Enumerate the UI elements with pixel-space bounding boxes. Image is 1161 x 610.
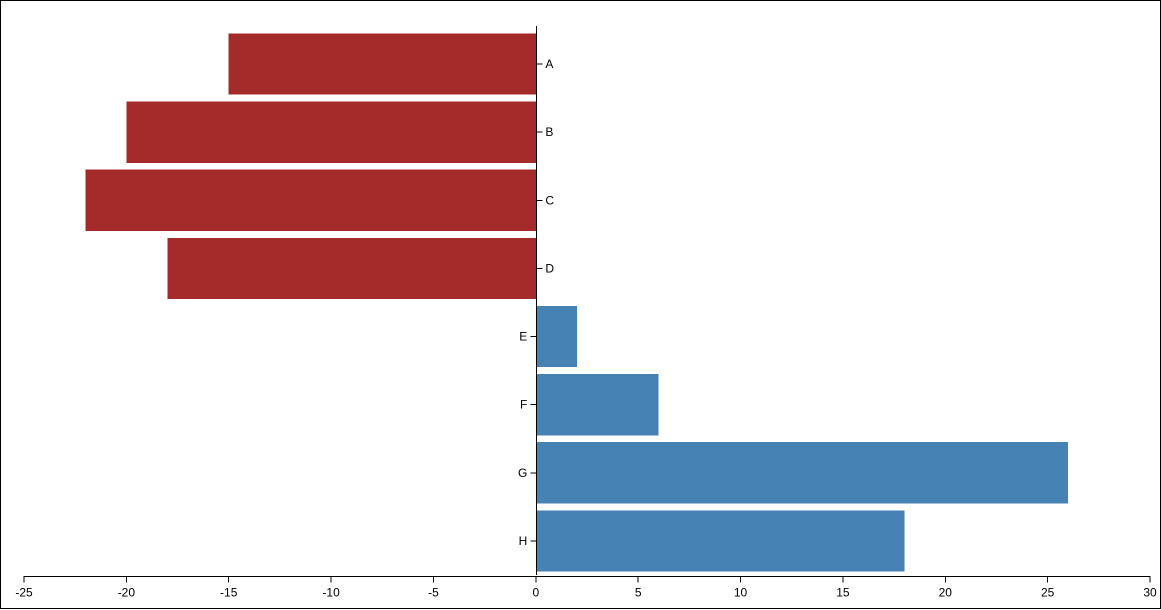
x-tick-label: -10 xyxy=(322,586,340,600)
x-tick-label: -15 xyxy=(220,586,238,600)
bar-b xyxy=(126,101,536,163)
x-tick-label: 5 xyxy=(635,586,642,600)
x-tick-label: 20 xyxy=(939,586,953,600)
x-tick-label: -20 xyxy=(118,586,136,600)
y-tick-label-d: D xyxy=(545,261,554,275)
bar-g xyxy=(535,442,1069,504)
x-axis: -25 -20 -15 -10 -5 0 5 10 15 20 25 30 xyxy=(15,576,1157,600)
x-tick-label: 30 xyxy=(1143,586,1157,600)
bar-f xyxy=(535,374,659,436)
bar-d xyxy=(167,237,536,300)
bars-group xyxy=(85,33,1069,572)
x-tick-label: -5 xyxy=(428,586,439,600)
y-tick-label-e: E xyxy=(519,330,527,344)
y-tick-label-a: A xyxy=(545,57,553,71)
x-axis-domain xyxy=(23,576,1151,583)
bar-c xyxy=(85,169,536,231)
x-tick-label: 15 xyxy=(836,586,850,600)
x-tick-label: 10 xyxy=(734,586,748,600)
bar-a xyxy=(228,33,536,95)
x-tick-label: -25 xyxy=(15,586,33,600)
bar-e xyxy=(535,305,577,368)
y-tick-label-c: C xyxy=(545,193,554,207)
x-tick-label: 0 xyxy=(532,586,539,600)
y-tick-label-b: B xyxy=(545,125,553,139)
x-tick-label: 25 xyxy=(1041,586,1055,600)
y-tick-label-g: G xyxy=(518,466,527,480)
y-tick-label-f: F xyxy=(520,398,527,412)
bar-h xyxy=(535,510,905,572)
y-axis: A B C D E F G H xyxy=(518,26,554,575)
y-tick-label-h: H xyxy=(519,534,528,548)
